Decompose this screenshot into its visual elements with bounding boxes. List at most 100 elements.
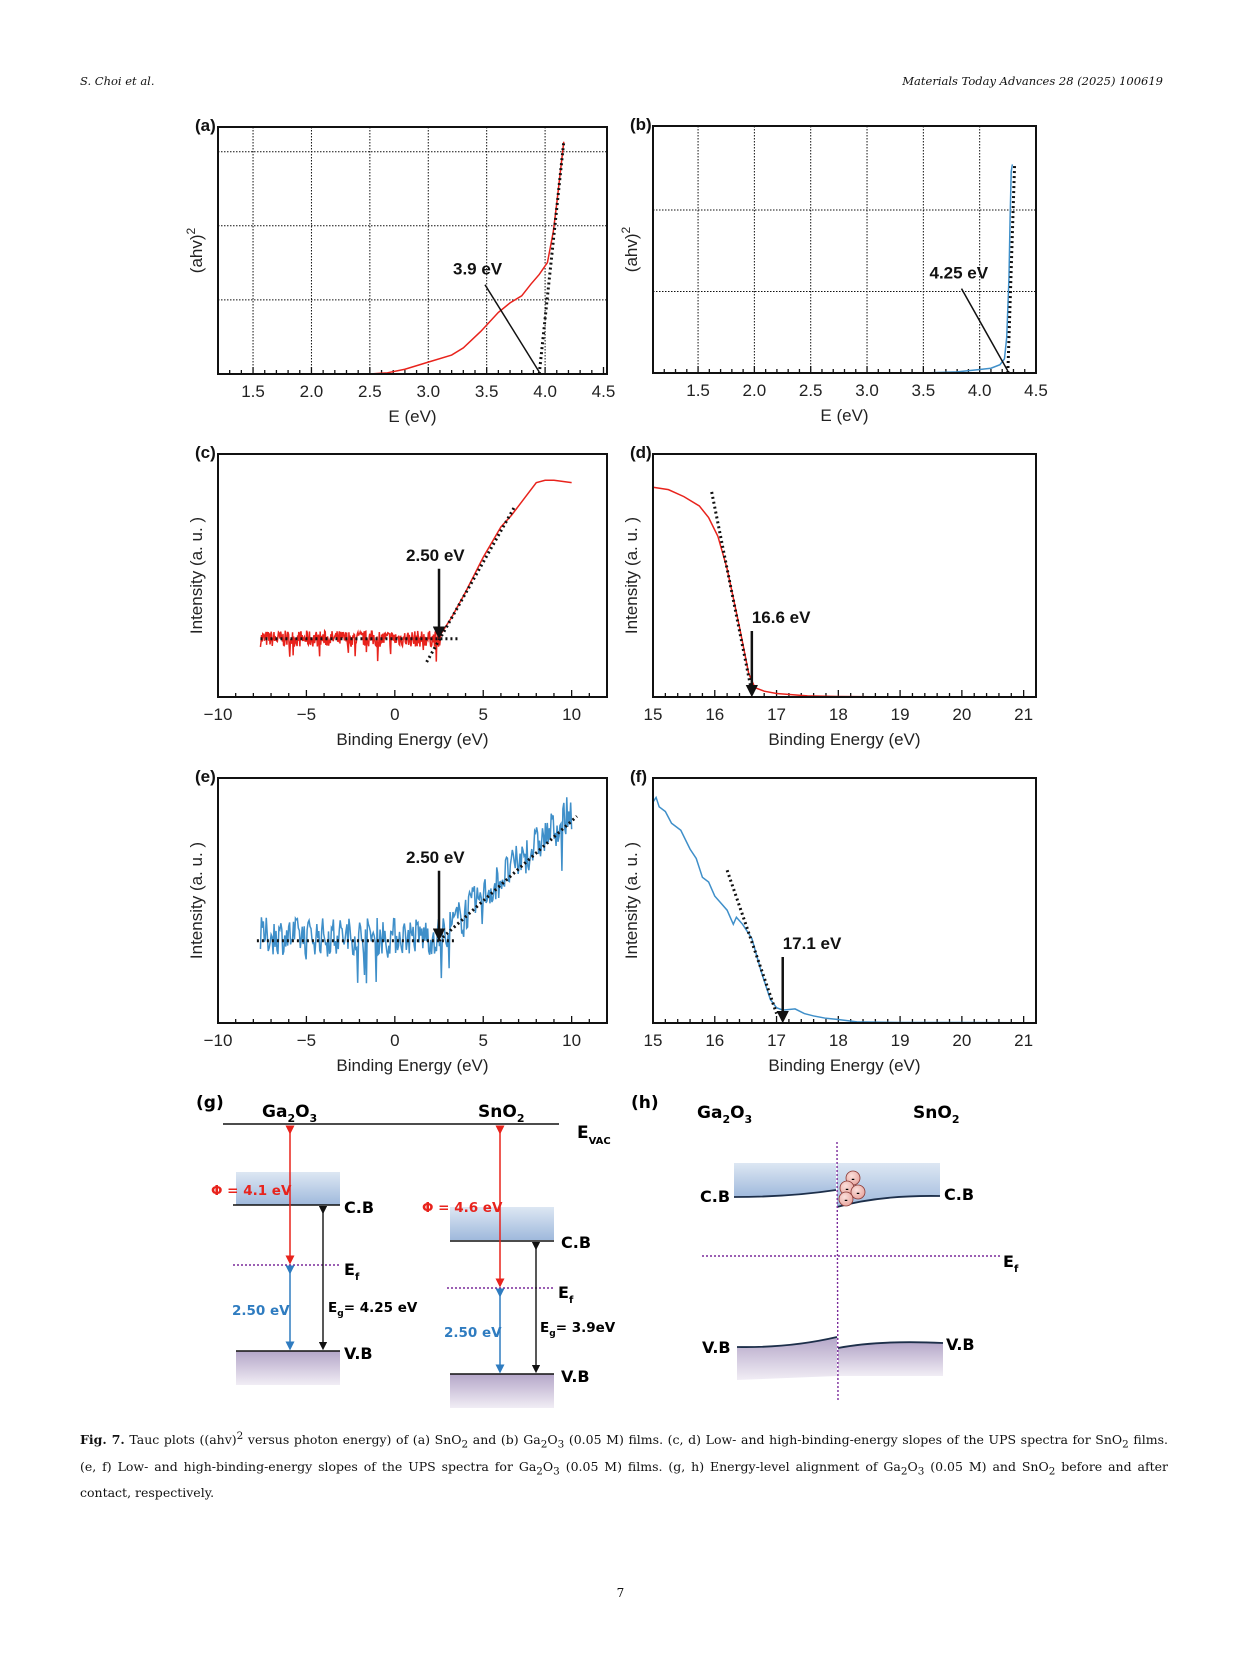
panel-label: (e)	[195, 767, 216, 786]
label-ga2o3: Ga2O3	[262, 1102, 317, 1125]
x-tick-label: −5	[297, 705, 316, 724]
x-axis-label: Binding Energy (eV)	[768, 1056, 920, 1075]
x-tick-label: 4.0	[968, 381, 992, 400]
panel-e-ups-low-ga2o3: −10 −5 0 5 10 Binding Energy (eV) Intensity (a…	[187, 767, 608, 1075]
data-series-line	[652, 795, 1037, 1024]
x-tick-label: 19	[891, 705, 910, 724]
x-axis-label: Binding Energy (eV)	[768, 730, 920, 749]
label-eg-ga2o3: Eg= 4.25 eV	[328, 1300, 418, 1319]
caption-sup: 2	[236, 1430, 244, 1442]
plot-frame	[217, 126, 608, 375]
x-tick-label: 0	[390, 1031, 399, 1050]
vb-band-sno2	[450, 1374, 554, 1408]
plot-frame	[217, 453, 608, 698]
label-vb-ga2o3: V.B	[344, 1344, 373, 1363]
x-tick-label: 3.5	[912, 381, 936, 400]
x-tick-label: 4.0	[533, 382, 557, 401]
running-header-authors: S. Choi et al.	[80, 74, 155, 88]
annotation-leader-line	[484, 284, 540, 373]
y-axis-label-sup: 2	[184, 227, 198, 234]
label-sno2-h: SnO2	[913, 1103, 959, 1126]
electron-icon	[838, 1191, 854, 1207]
plot-frame	[652, 125, 1037, 374]
x-tick-label: −5	[297, 1031, 316, 1050]
x-tick-label: 21	[1014, 705, 1033, 724]
annotation-label: 2.50 eV	[406, 546, 465, 565]
x-axis-label: Binding Energy (eV)	[336, 1056, 488, 1075]
x-tick-label: 21	[1014, 1031, 1033, 1050]
x-axis-label: E (eV)	[820, 406, 868, 425]
caption-sub: 2	[461, 1438, 469, 1451]
page-number: 7	[616, 1586, 625, 1600]
x-tick-label: 20	[952, 705, 971, 724]
y-axis-label: Intensity (a. u. )	[622, 517, 641, 634]
label-cb-ga2o3: C.B	[344, 1198, 374, 1217]
y-axis-label: Intensity (a. u. )	[622, 842, 641, 959]
annotation-label: 16.6 eV	[752, 608, 811, 627]
x-tick-label: 18	[829, 705, 848, 724]
figure-caption: Fig. 7. Tauc plots ((ahv)2 versus photon…	[80, 1426, 1168, 1503]
x-tick-label: 16	[705, 705, 724, 724]
panel-d-ups-high-sno2: 15 16 17 18 19 20 21 Binding Energy (eV) Intensi…	[622, 443, 1037, 749]
x-tick-label: 2.0	[743, 381, 767, 400]
panel-f-ups-high-ga2o3: 15 16 17 18 19 20 21 Binding Energy (eV) Intensi…	[622, 767, 1037, 1075]
caption-sub: 2	[1048, 1465, 1056, 1478]
y-axis-label: Intensity (a. u. )	[187, 842, 206, 959]
vb-band-sno2-h	[838, 1342, 943, 1376]
caption-text: (0.05 M) films. (g, h) Energy-level alig…	[559, 1458, 901, 1474]
annotation-label: 17.1 eV	[783, 934, 842, 953]
annotation-label: 2.50 eV	[406, 848, 465, 867]
panel-b-tauc-ga2o3: 1.5 2.0 2.5 3.0 3.5 4.0 4.5 E (eV) (ahv)2 (b) 4.25…	[619, 115, 1048, 425]
slope-fit-line	[438, 815, 578, 942]
panel-label: (b)	[630, 115, 652, 134]
label-sno2: SnO2	[478, 1102, 524, 1125]
cb-line-ga2o3-h	[733, 1189, 837, 1198]
x-tick-label: 17	[767, 1031, 786, 1050]
caption-sub: 3	[553, 1465, 560, 1478]
label-phi-sno2: Φ = 4.6 eV	[422, 1200, 503, 1216]
panel-label: (c)	[195, 443, 216, 462]
linear-fit-line	[537, 141, 566, 375]
x-tick-label: 1.5	[241, 382, 265, 401]
x-axis-label: E (eV)	[388, 407, 436, 426]
x-tick-label: 10	[562, 705, 581, 724]
caption-text: and (b) Ga	[468, 1432, 541, 1448]
label-ef-vb-ga2o3: 2.50 eV	[232, 1303, 290, 1319]
x-tick-label: 17	[767, 705, 786, 724]
caption-sub: 2	[536, 1465, 543, 1478]
electron-sign: -	[845, 1184, 848, 1195]
label-cb-right-h: C.B	[944, 1185, 974, 1204]
y-axis-label-sup: 2	[619, 226, 633, 233]
panel-label: (a)	[195, 116, 216, 135]
accumulated-electrons: - - - -	[838, 1170, 866, 1207]
annotation-label: 3.9 eV	[453, 260, 503, 279]
panel-label: (d)	[630, 443, 652, 462]
vb-line-sno2-h	[837, 1341, 944, 1349]
caption-sub: 2	[900, 1465, 908, 1478]
caption-sub: 3	[917, 1465, 925, 1478]
label-cb-sno2: C.B	[561, 1233, 591, 1252]
label-ef-sno2: Ef	[558, 1283, 574, 1306]
electron-sign: -	[844, 1195, 847, 1206]
x-tick-label: 16	[705, 1031, 724, 1050]
panel-a-tauc-sno2: 1.5 2.0 2.5 3.0 3.5 4.0 4.5 E (eV) (ahv)2 (a) 3.9 …	[184, 116, 615, 426]
running-header-journal: Materials Today Advances 28 (2025) 10061…	[902, 74, 1163, 88]
label-ef-h: Ef	[1003, 1252, 1019, 1275]
x-tick-label: −10	[204, 705, 233, 724]
panel-label-g: (g)	[196, 1093, 224, 1113]
panel-g-energy-diagram: (g) Ga2O3 SnO2 EVAC C.B Ef V.B Φ = 4.1 e…	[196, 1093, 616, 1408]
panel-label: (f)	[630, 767, 647, 786]
cb-band-ga2o3-h	[734, 1163, 836, 1197]
caption-text: (0.05 M) and SnO	[924, 1458, 1049, 1474]
label-vb-right-h: V.B	[946, 1335, 975, 1354]
y-axis-label: Intensity (a. u. )	[187, 517, 206, 634]
slope-fit-line	[710, 491, 754, 693]
slope-fit-line	[725, 869, 778, 1015]
label-ef-ga2o3: Ef	[344, 1260, 360, 1283]
label-ga2o3-h: Ga2O3	[697, 1103, 752, 1126]
panel-label-h: (h)	[631, 1093, 659, 1113]
label-cb-left-h: C.B	[700, 1187, 730, 1206]
plot-frame	[652, 777, 1037, 1024]
data-series-line	[923, 164, 1014, 374]
caption-label: Fig. 7.	[80, 1432, 125, 1448]
